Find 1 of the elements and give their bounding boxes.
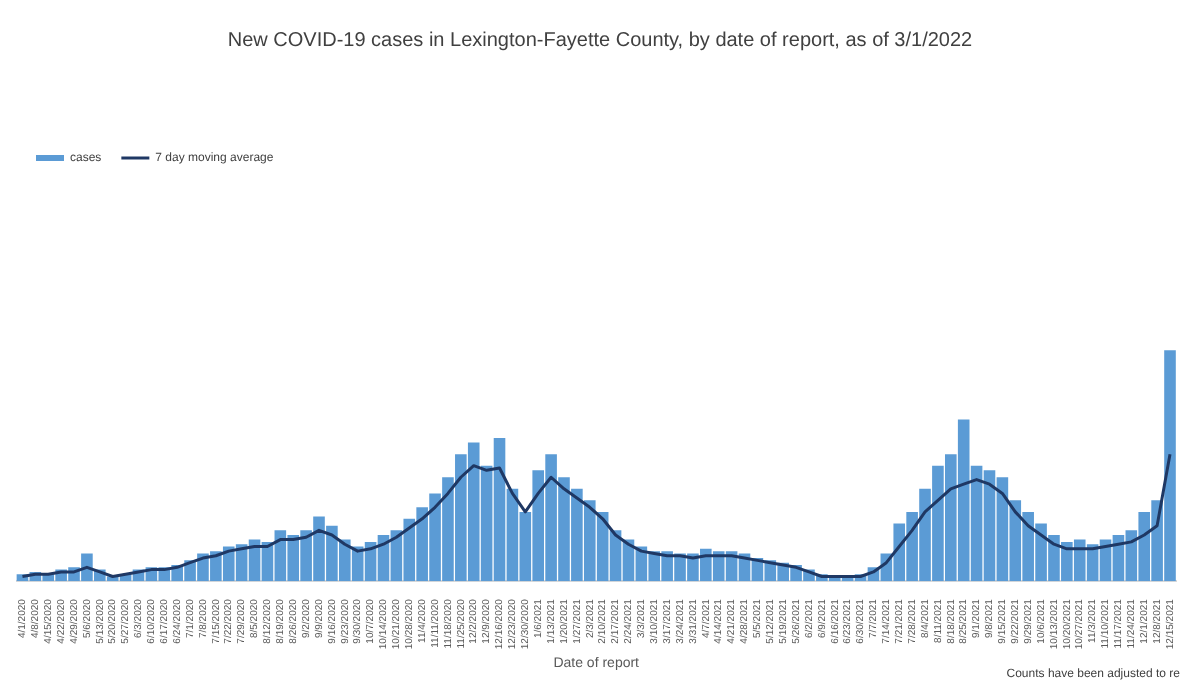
chart-title: New COVID-19 cases in Lexington-Fayette County, by date of report, as of 3/1/2022 [227,29,974,52]
